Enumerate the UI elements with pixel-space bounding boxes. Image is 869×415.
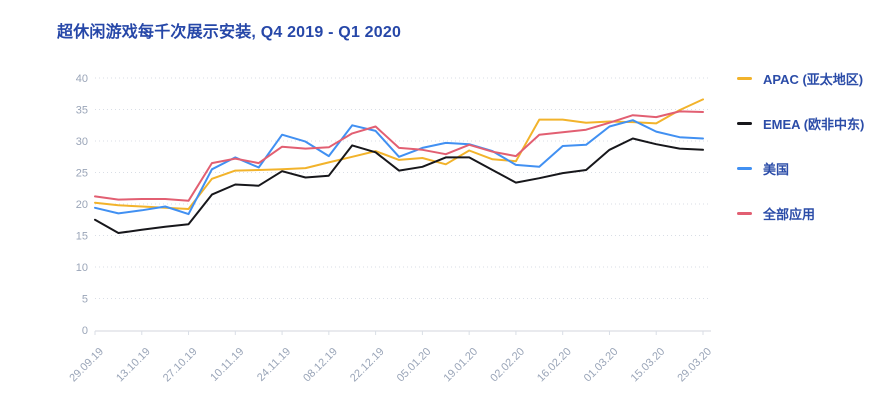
chart-title: 超休闲游戏每千次展示安装, Q4 2019 - Q1 2020: [57, 24, 402, 41]
chart-legend: APAC (亚太地区) EMEA (欧非中东) 美国全部应用: [737, 70, 867, 250]
y-axis-tick-label: 30: [76, 136, 88, 148]
legend-label: 全部应用: [763, 206, 816, 222]
x-axis-tick-label: 16.02.20: [535, 346, 574, 385]
legend-item-series[interactable]: 全部应用: [737, 205, 867, 222]
series-line-series: [94, 110, 704, 202]
x-axis-tick-label: 29.03.20: [675, 346, 714, 385]
x-axis-tick-label: 15.03.20: [629, 346, 668, 385]
series-line-apac: [94, 98, 704, 210]
y-axis-tick-label: 15: [76, 231, 88, 243]
legend-swatch-icon: [737, 166, 752, 170]
y-axis-tick-label: 5: [82, 294, 88, 306]
x-axis-tick-label: 19.01.20: [442, 346, 481, 385]
legend-swatch-icon: [737, 121, 752, 125]
x-axis-tick-label: 29.09.19: [67, 346, 106, 385]
x-axis-tick-label: 02.02.20: [488, 346, 527, 385]
legend-swatch-icon: [737, 76, 752, 80]
legend-label: APAC (亚太地区): [763, 71, 864, 87]
y-axis-tick-label: 0: [82, 325, 88, 337]
y-axis-tick-label: 35: [76, 105, 88, 117]
legend-swatch-icon: [737, 211, 752, 215]
x-axis-tick-label: 24.11.19: [255, 346, 293, 384]
x-axis-tick-label: 13.10.19: [114, 346, 153, 385]
x-axis-tick-label: 27.10.19: [161, 346, 200, 385]
legend-item-apac[interactable]: APAC (亚太地区): [737, 70, 867, 87]
x-axis-tick-label: 22.12.19: [348, 346, 387, 385]
legend-label: 美国: [763, 161, 790, 177]
y-axis-tick-label: 25: [76, 168, 88, 180]
legend-item-series[interactable]: 美国: [737, 160, 867, 177]
series-line-emea: [94, 137, 704, 234]
chart-canvas: 0 5 10 15 20 25 30 35 40 29.09.19 13.10.19 27.10.19…: [67, 73, 714, 385]
y-axis-tick-label: 20: [76, 199, 88, 211]
y-axis-tick-label: 10: [76, 262, 88, 274]
x-axis-tick-label: 08.12.19: [301, 346, 340, 385]
x-axis-tick-label: 01.03.20: [582, 346, 621, 385]
y-axis-tick-label: 40: [76, 73, 88, 85]
series-line-series: [94, 119, 704, 216]
legend-label: EMEA (欧非中东): [763, 116, 865, 132]
x-axis-tick-label: 10.11.19: [208, 346, 246, 384]
x-axis-tick-label: 05.01.20: [395, 346, 434, 385]
legend-item-emea[interactable]: EMEA (欧非中东): [737, 115, 867, 132]
